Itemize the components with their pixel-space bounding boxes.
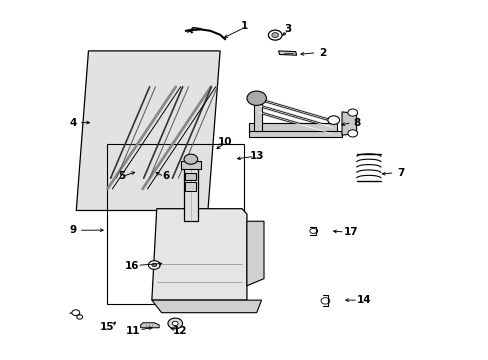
- Text: 4: 4: [69, 118, 77, 128]
- Circle shape: [172, 321, 178, 325]
- Circle shape: [183, 154, 197, 164]
- Circle shape: [321, 298, 329, 304]
- Text: 8: 8: [352, 118, 360, 128]
- Text: 3: 3: [284, 24, 291, 35]
- Text: 13: 13: [249, 150, 264, 161]
- Text: 10: 10: [217, 138, 232, 147]
- Circle shape: [268, 30, 282, 40]
- Text: 5: 5: [118, 171, 125, 181]
- Text: 1: 1: [241, 21, 247, 31]
- Text: 15: 15: [100, 322, 114, 332]
- Polygon shape: [141, 323, 159, 328]
- Text: 12: 12: [173, 326, 187, 336]
- Text: 7: 7: [396, 168, 404, 178]
- Circle shape: [152, 263, 157, 267]
- Circle shape: [271, 33, 278, 38]
- Polygon shape: [246, 221, 264, 286]
- Text: 2: 2: [318, 48, 325, 58]
- Polygon shape: [341, 112, 356, 135]
- Bar: [249, 131, 341, 137]
- Circle shape: [72, 310, 80, 316]
- Bar: [183, 166, 198, 221]
- Text: 6: 6: [163, 171, 170, 181]
- Circle shape: [167, 318, 182, 329]
- Bar: [181, 161, 200, 168]
- Circle shape: [309, 228, 316, 233]
- Polygon shape: [278, 51, 296, 55]
- Polygon shape: [76, 51, 220, 211]
- Circle shape: [327, 116, 339, 125]
- Polygon shape: [152, 209, 246, 300]
- Circle shape: [246, 91, 266, 105]
- Bar: [249, 123, 336, 134]
- Text: 9: 9: [69, 225, 76, 235]
- Bar: [185, 173, 196, 180]
- Bar: [185, 182, 196, 191]
- Circle shape: [77, 315, 82, 319]
- Circle shape: [347, 130, 357, 137]
- Circle shape: [148, 261, 160, 269]
- Bar: [107, 144, 243, 304]
- Bar: [254, 100, 261, 134]
- Circle shape: [347, 109, 357, 116]
- Text: 11: 11: [126, 326, 140, 336]
- Text: 14: 14: [356, 295, 370, 305]
- Text: 17: 17: [343, 227, 357, 237]
- Text: 16: 16: [125, 261, 139, 271]
- Polygon shape: [152, 300, 261, 313]
